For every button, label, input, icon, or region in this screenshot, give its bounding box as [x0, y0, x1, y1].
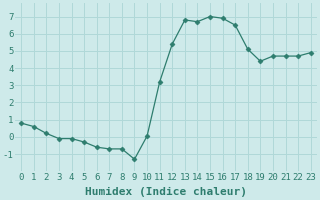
X-axis label: Humidex (Indice chaleur): Humidex (Indice chaleur) [85, 187, 247, 197]
